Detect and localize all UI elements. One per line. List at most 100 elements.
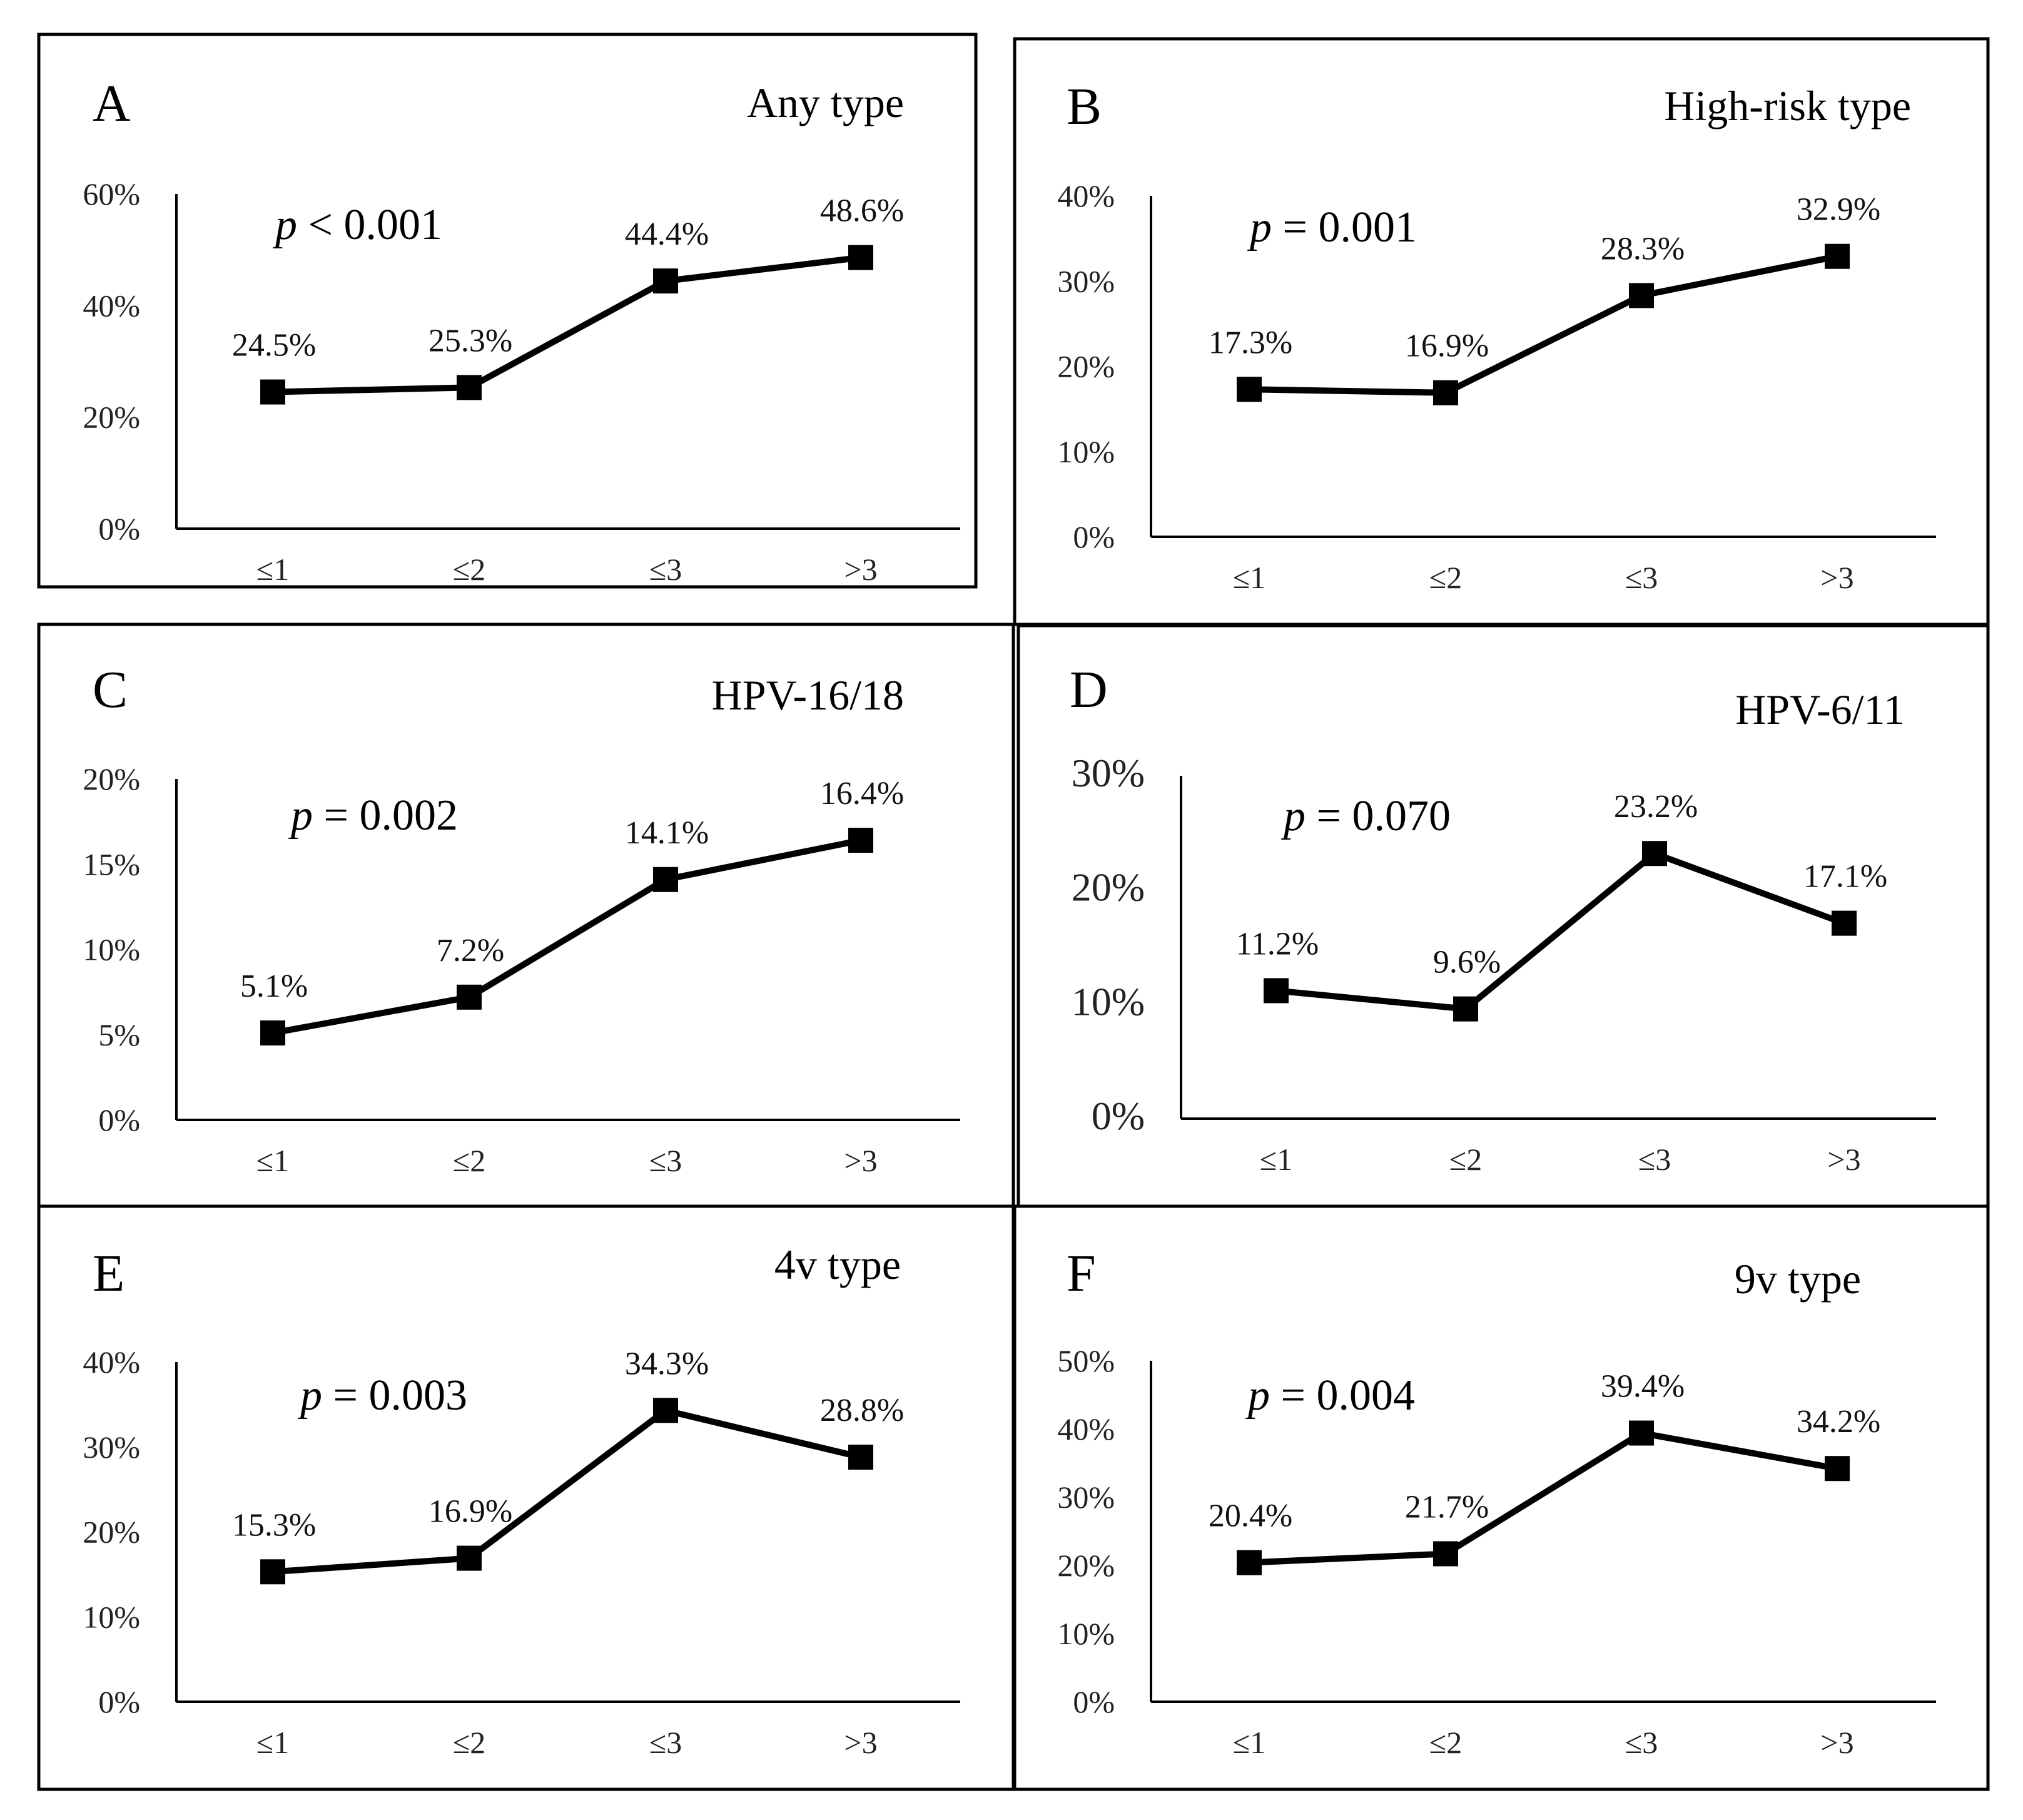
p-value: < 0.001 bbox=[297, 201, 442, 249]
x-tick-label: ≤2 bbox=[453, 1725, 485, 1760]
panel-a: A Any type p < 0.001 0% 20% 40% 60% ≤1 ≤2 ≤3 >3 24.… bbox=[37, 33, 978, 589]
data-label: 16.9% bbox=[428, 1494, 512, 1530]
data-point bbox=[457, 375, 482, 400]
p-value-text: p < 0.001 bbox=[272, 201, 442, 249]
y-tick-label: 30% bbox=[1057, 1480, 1115, 1515]
data-point bbox=[1433, 380, 1458, 405]
y-tick-label: 10% bbox=[1072, 979, 1145, 1024]
data-point bbox=[1825, 243, 1850, 269]
y-tick-label: 0% bbox=[1073, 519, 1115, 554]
x-tick-label: ≤2 bbox=[1429, 560, 1462, 595]
data-point bbox=[1629, 1420, 1654, 1446]
y-tick-label: 0% bbox=[98, 511, 140, 546]
data-point bbox=[1264, 978, 1289, 1004]
y-tick-label: 20% bbox=[1057, 1548, 1115, 1583]
y-tick-label: 40% bbox=[1057, 178, 1115, 213]
data-label: 9.6% bbox=[1433, 945, 1501, 980]
y-tick-label: 10% bbox=[83, 1599, 140, 1634]
x-tick-label: >3 bbox=[1820, 1725, 1853, 1760]
panel-f: F 9v type p = 0.004 0% 10% 20% 30% 40% 50% ≤1 ≤2 ≤3… bbox=[1013, 1204, 1990, 1791]
data-label: 5.1% bbox=[240, 968, 308, 1004]
p-symbol: p bbox=[272, 201, 297, 249]
data-label: 28.8% bbox=[820, 1393, 904, 1428]
y-tick-label: 0% bbox=[1092, 1094, 1145, 1138]
data-label: 32.9% bbox=[1797, 192, 1880, 228]
x-tick-label: ≤3 bbox=[649, 552, 682, 587]
panel-frame bbox=[37, 33, 978, 589]
p-value: = 0.001 bbox=[1272, 203, 1417, 252]
series-line bbox=[1249, 1430, 1838, 1566]
y-tick-label: 20% bbox=[83, 761, 140, 796]
data-point bbox=[1433, 1541, 1458, 1567]
data-point bbox=[1832, 910, 1857, 936]
p-value: = 0.070 bbox=[1306, 792, 1451, 840]
panel-title: 4v type bbox=[774, 1241, 901, 1288]
x-tick-label: ≤2 bbox=[453, 552, 485, 587]
panel-c: C HPV-16/18 p = 0.002 0% 5% 10% 15% 20% ≤1 ≤2 ≤3 >3… bbox=[37, 623, 1015, 1208]
panel-letter: C bbox=[93, 661, 128, 719]
data-label: 16.4% bbox=[820, 776, 904, 811]
data-point bbox=[260, 379, 285, 405]
y-tick-label: 30% bbox=[83, 1430, 140, 1465]
data-label: 17.3% bbox=[1209, 325, 1292, 360]
x-tick-label: ≤3 bbox=[1625, 1725, 1658, 1760]
data-label: 21.7% bbox=[1405, 1489, 1489, 1525]
p-value-text: p = 0.001 bbox=[1247, 203, 1417, 252]
data-label: 25.3% bbox=[428, 323, 512, 358]
x-tick-label: ≤2 bbox=[453, 1143, 485, 1178]
y-tick-label: 40% bbox=[83, 288, 140, 323]
y-tick-label: 40% bbox=[1057, 1411, 1115, 1446]
x-tick-label: ≤3 bbox=[649, 1725, 682, 1760]
p-value-text: p = 0.004 bbox=[1245, 1371, 1415, 1420]
data-label: 20.4% bbox=[1209, 1498, 1292, 1534]
data-point bbox=[457, 1545, 482, 1571]
data-point bbox=[457, 984, 482, 1010]
series-line bbox=[1249, 253, 1838, 396]
y-tick-label: 0% bbox=[1073, 1684, 1115, 1719]
data-label: 39.4% bbox=[1601, 1369, 1685, 1405]
data-point bbox=[848, 245, 873, 270]
p-value: = 0.002 bbox=[313, 791, 458, 840]
data-point bbox=[1237, 1550, 1262, 1575]
data-label: 16.9% bbox=[1405, 328, 1489, 364]
series-line bbox=[272, 1407, 862, 1575]
x-tick-label: ≤1 bbox=[1233, 1725, 1265, 1760]
x-tick-label: ≤3 bbox=[649, 1143, 682, 1178]
x-tick-label: ≤2 bbox=[1429, 1725, 1462, 1760]
data-point bbox=[260, 1559, 285, 1585]
data-label: 34.2% bbox=[1797, 1404, 1880, 1440]
x-tick-label: ≤3 bbox=[1625, 560, 1658, 595]
x-tick-label: ≤2 bbox=[1449, 1142, 1482, 1177]
data-label: 24.5% bbox=[232, 328, 316, 363]
y-tick-label: 5% bbox=[98, 1017, 140, 1052]
y-tick-label: 20% bbox=[83, 400, 140, 435]
x-tick-label: ≤1 bbox=[1233, 560, 1265, 595]
data-point bbox=[260, 1020, 285, 1046]
panel-d: D HPV-6/11 p = 0.070 0% 10% 20% 30% ≤1 ≤2 ≤3 >3 11.… bbox=[1017, 624, 1990, 1208]
series-line bbox=[1275, 850, 1845, 1012]
y-tick-label: 0% bbox=[98, 1684, 140, 1719]
data-label: 7.2% bbox=[437, 933, 504, 968]
y-tick-label: 10% bbox=[83, 932, 140, 967]
x-tick-label: >3 bbox=[1820, 560, 1853, 595]
x-tick-label: >3 bbox=[1827, 1142, 1860, 1177]
series-line bbox=[272, 837, 861, 1036]
x-tick-label: >3 bbox=[844, 1725, 877, 1760]
panel-letter: A bbox=[93, 74, 131, 133]
x-tick-label: ≤1 bbox=[256, 1725, 289, 1760]
data-point bbox=[653, 1398, 678, 1423]
panel-title: HPV-16/18 bbox=[712, 671, 904, 719]
y-tick-label: 30% bbox=[1072, 751, 1145, 795]
panel-frame bbox=[1013, 1204, 1990, 1791]
p-symbol: p bbox=[288, 791, 313, 840]
data-point bbox=[1237, 377, 1262, 402]
p-symbol: p bbox=[1280, 792, 1306, 840]
panel-title: HPV-6/11 bbox=[1735, 686, 1905, 733]
panel-title: High-risk type bbox=[1664, 82, 1911, 130]
data-point bbox=[1825, 1456, 1850, 1482]
data-label: 23.2% bbox=[1614, 789, 1698, 825]
data-point bbox=[653, 867, 678, 892]
series-line bbox=[272, 254, 861, 395]
x-tick-label: ≤1 bbox=[256, 1143, 289, 1178]
